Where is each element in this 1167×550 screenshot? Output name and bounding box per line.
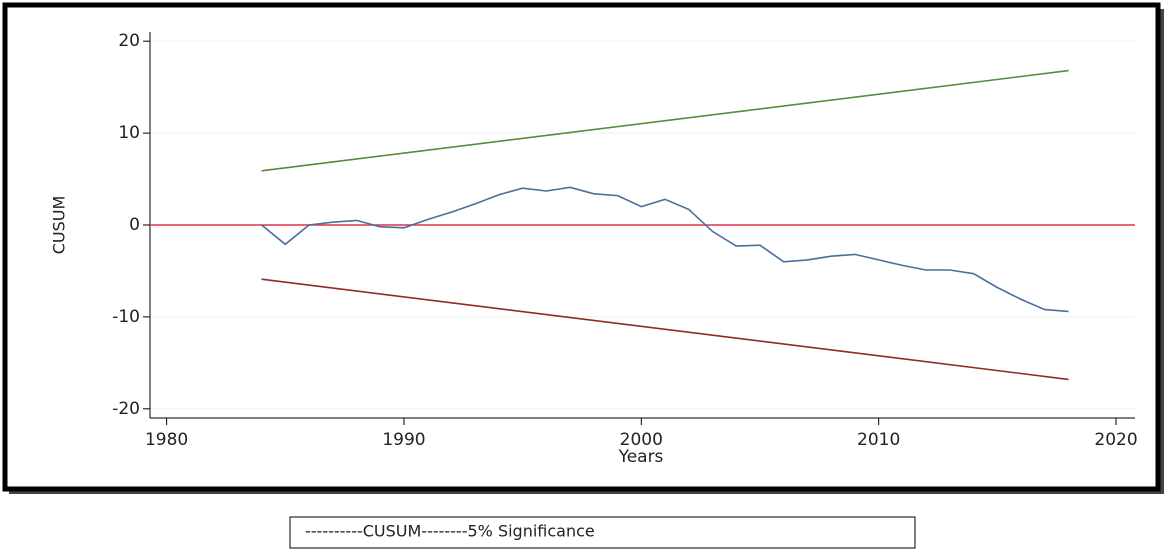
y-tick-label: 20	[118, 31, 140, 51]
y-tick-label: 10	[118, 123, 140, 143]
series-line	[261, 186, 1069, 313]
x-axis-title: Years	[618, 447, 664, 467]
y-tick-label: -20	[112, 399, 140, 419]
y-tick-label: 0	[129, 215, 140, 235]
series-line	[261, 69, 1069, 172]
y-axis-title: CUSUM	[50, 196, 69, 255]
x-tick-label: 2000	[620, 430, 663, 450]
legend-box	[289, 516, 916, 549]
x-tick-label: 1990	[382, 430, 425, 450]
x-tick-label: 2010	[857, 430, 900, 450]
y-tick-label: -10	[112, 307, 140, 327]
x-tick-label: 2020	[1094, 430, 1137, 450]
x-tick-label: 1980	[145, 430, 188, 450]
series-line	[261, 278, 1069, 381]
legend-text: ----------CUSUM--------5% Significance	[305, 522, 595, 541]
chart-frame	[2, 2, 1161, 492]
